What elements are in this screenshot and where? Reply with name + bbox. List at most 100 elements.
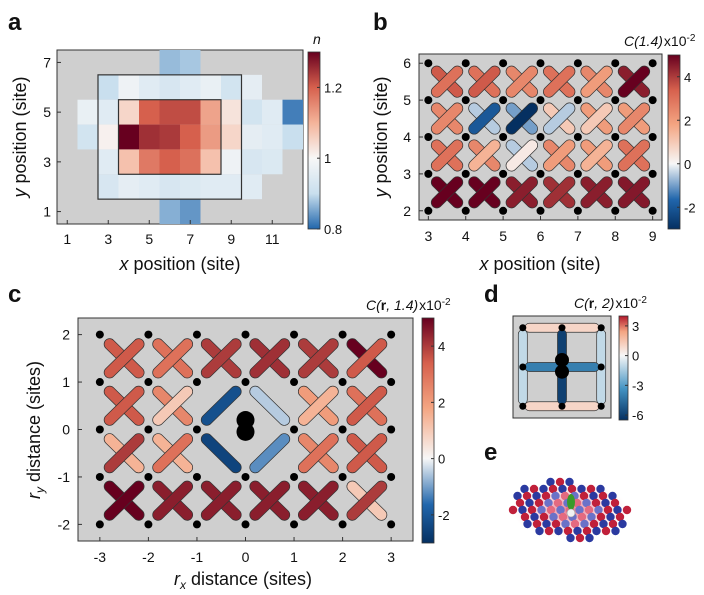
a-cbtick-label: 0.8 — [324, 222, 342, 237]
correlation-bond — [505, 176, 538, 209]
panel-b-bonds — [430, 65, 651, 209]
origin-dot — [236, 422, 255, 441]
density-cell — [118, 124, 139, 150]
panel-c-heatmap: -3 -2 -1 0 1 2 3 -2 -1 0 1 2 rx distance (sites) r… — [24, 297, 451, 592]
c-xtick-label: -2 — [142, 549, 155, 565]
a-ytick-label: 5 — [43, 104, 51, 120]
lattice-sphere — [544, 498, 553, 508]
region-box — [117, 99, 222, 175]
lattice-sphere — [565, 477, 574, 487]
site-dot — [192, 330, 201, 339]
lattice-sphere — [522, 491, 532, 501]
a-cbtick-label: 1 — [324, 151, 331, 166]
panel-d-dots — [519, 324, 605, 410]
lattice-sphere — [598, 491, 608, 501]
panel-b-dots — [424, 59, 657, 215]
site-dot — [192, 520, 201, 529]
b-cbtick-label: -2 — [684, 200, 696, 215]
site-dot — [573, 59, 582, 68]
density-cell — [159, 74, 180, 100]
a-cbtick-label: 1.2 — [324, 80, 342, 95]
density-cell — [200, 124, 221, 150]
site-dot — [611, 59, 620, 68]
correlation-bond — [430, 176, 464, 209]
density-cell — [159, 174, 180, 200]
lattice-sphere — [587, 512, 596, 522]
panel-d-colorbar-ticks: 3 0 -3 -6 — [625, 319, 644, 423]
lattice-sphere — [555, 477, 565, 487]
lattice-sphere — [618, 519, 627, 529]
site-dot — [387, 472, 396, 481]
d-cbtick-label: -6 — [632, 408, 644, 423]
site-dot — [648, 59, 657, 68]
density-cell — [118, 174, 139, 200]
density-cell — [200, 174, 221, 200]
lattice-sphere — [523, 519, 532, 529]
correlation-bond — [103, 433, 145, 474]
density-cell — [159, 199, 180, 224]
site-dot — [461, 133, 470, 141]
lattice-sphere — [520, 484, 529, 494]
correlation-bond — [103, 385, 145, 426]
lattice-sphere — [508, 505, 518, 515]
site-dot — [573, 96, 582, 105]
panel-a-colorbar-title: n — [313, 31, 321, 47]
correlation-bond — [103, 480, 145, 521]
site-dot — [387, 378, 396, 387]
c-xtick-label: 1 — [290, 549, 298, 565]
b-cbtick-label: 0 — [684, 157, 691, 172]
c-ytick-label: 1 — [62, 374, 70, 390]
b-cbtick-label: 4 — [684, 70, 691, 85]
site-dot — [597, 402, 605, 410]
panel-b-colorbar — [667, 54, 681, 230]
lattice-sphere — [548, 484, 558, 494]
lattice-sphere — [580, 519, 589, 529]
correlation-bond — [505, 139, 538, 172]
panel-a-xlabel: x position (site) — [118, 254, 240, 274]
site-dot — [387, 520, 396, 529]
lattice-sphere — [601, 526, 611, 536]
lattice-sphere — [606, 512, 615, 522]
correlation-bond — [200, 338, 242, 379]
site-dot — [241, 472, 250, 481]
lattice-sphere — [611, 526, 620, 536]
density-cell — [139, 99, 160, 125]
density-cell — [98, 124, 119, 150]
correlation-bond — [617, 176, 651, 209]
lattice-sphere — [558, 512, 568, 522]
site-dot — [597, 324, 605, 332]
lattice-sphere — [577, 512, 587, 522]
density-cell — [159, 99, 180, 125]
lattice-sphere — [601, 498, 610, 508]
density-cell — [180, 149, 201, 175]
b-xtick-label: 6 — [537, 228, 545, 244]
lattice-sphere — [613, 505, 622, 515]
site-dot — [338, 520, 347, 529]
site-dot — [95, 520, 104, 529]
correlation-bond — [346, 433, 388, 474]
b-xtick-label: 3 — [424, 228, 432, 244]
lattice-sphere — [551, 519, 561, 529]
lattice-sphere — [591, 498, 601, 508]
density-cell — [180, 199, 201, 224]
lattice-sphere — [622, 505, 632, 515]
site-dot — [192, 378, 201, 387]
lattice-sphere — [560, 491, 570, 501]
panel-d-colorbar-title: C(r, 2)x10-2 — [574, 295, 647, 311]
lattice-sphere — [541, 491, 551, 501]
lattice-sphere — [532, 519, 542, 529]
site-dot — [338, 472, 347, 481]
correlation-bond — [580, 176, 613, 209]
site-dot — [597, 363, 605, 371]
lattice-sphere — [596, 512, 606, 522]
density-cell — [118, 149, 139, 175]
site-dot — [424, 206, 433, 215]
correlation-bond — [580, 139, 613, 172]
panel-b-ylabel: y position (site) — [371, 76, 391, 199]
panel-a-ylabel: y position (site) — [10, 76, 30, 199]
correlation-bond — [617, 65, 651, 98]
panel-c-colorbar-ticks: -2 0 2 4 — [431, 339, 450, 523]
lattice-sphere — [539, 512, 549, 522]
region-box — [97, 74, 243, 200]
